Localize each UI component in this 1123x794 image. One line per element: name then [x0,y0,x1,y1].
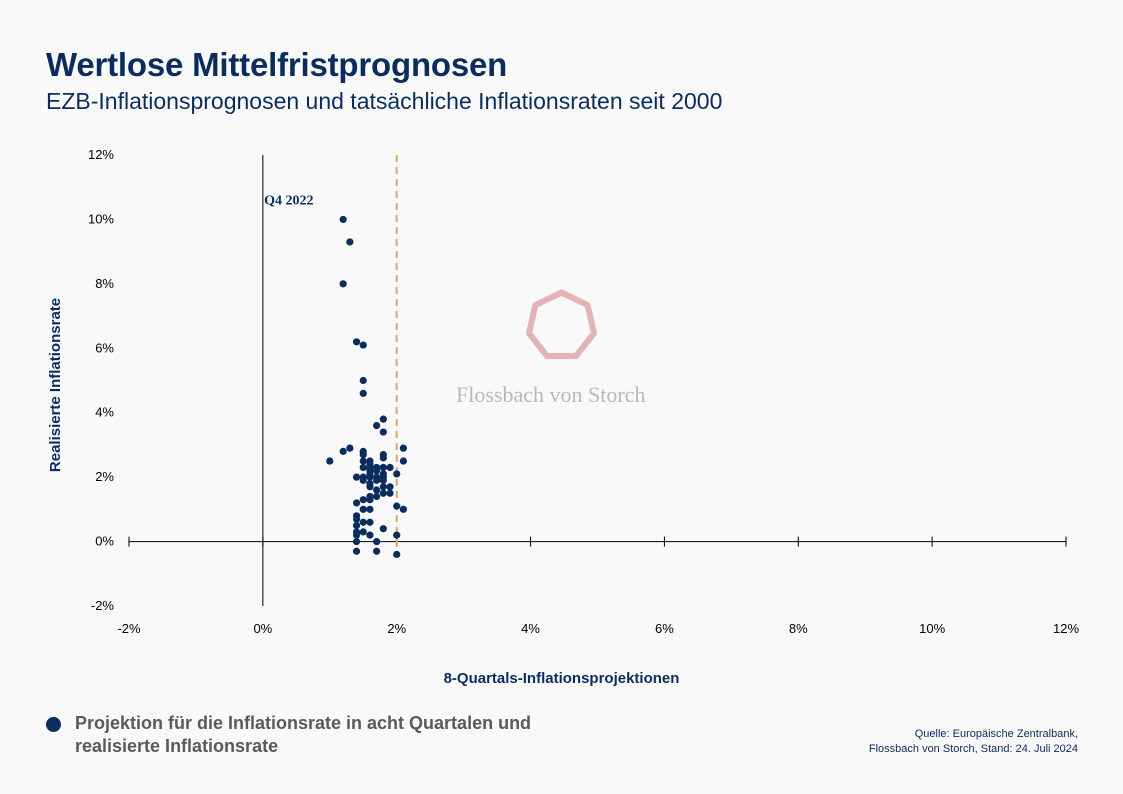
data-point [386,483,394,491]
data-point [379,525,387,533]
legend-marker [46,717,61,732]
data-point [366,531,374,539]
data-point [373,547,381,555]
data-point [373,467,381,475]
data-point [393,531,401,539]
data-point [379,463,387,472]
data-point [352,499,361,507]
legend: Projektion für die Inflationsrate in ach… [46,712,595,758]
data-point [339,215,347,224]
data-point [393,550,401,559]
data-point [352,515,361,523]
data-point [346,238,354,246]
data-point [366,483,374,491]
data-point [379,428,387,436]
data-point [379,476,387,484]
y-axis-title: Realisierte Inflationsrate [47,298,64,472]
x-tick-label: 4% [521,621,540,636]
data-point [359,505,367,513]
flossbach-logo-icon [526,289,597,359]
data-point [359,476,367,484]
y-tick-label: 12% [88,147,114,162]
watermark: Flossbach von Storch [456,288,668,407]
data-point [373,537,381,546]
data-point [366,518,374,526]
data-point [399,457,408,465]
x-tick-label: -2% [117,621,141,636]
source-line-2: Flossbach von Storch, Stand: 24. Juli 20… [868,743,1078,755]
data-point [352,547,361,555]
data-point [366,473,374,481]
chart-subtitle: EZB-Inflationsprognosen und tatsächliche… [46,88,723,114]
data-point [399,505,408,513]
x-axis-title: 8-Quartals-Inflationsprojektionen [444,670,680,687]
source-note: Quelle: Europäische Zentralbank, Flossba… [869,727,1078,757]
y-tick-label: 4% [95,405,114,420]
data-point [393,470,401,478]
data-point [393,502,401,510]
data-point [379,489,387,497]
chart-title: Wertlose Mittelfristprognosen [46,46,508,83]
source-line-1: Quelle: Europäische Zentralbank, [914,728,1078,740]
x-tick-label: 12% [1053,621,1079,636]
legend-label: Projektion für die Inflationsrate in ach… [75,713,532,756]
data-point [359,389,367,397]
data-point [359,528,367,536]
x-tick-label: 10% [919,621,945,636]
data-point [359,457,367,465]
data-point [352,521,361,530]
data-point [366,505,374,513]
annotation-label: Q4 2022 [264,193,313,208]
y-tick-label: 6% [95,340,114,355]
data-point [346,444,354,452]
watermark-text: Flossbach von Storch [456,382,646,407]
data-point [379,483,387,491]
data-point [399,444,408,452]
y-tick-label: 10% [88,211,114,226]
data-point [352,338,361,346]
data-point [386,463,394,472]
data-point [352,473,361,481]
x-tick-label: 2% [387,621,406,636]
data-point [352,537,361,546]
data-point [352,531,361,539]
data-point [366,496,374,504]
x-tick-label: 6% [655,621,674,636]
x-tick-label: 0% [253,621,272,636]
y-tick-label: 2% [95,469,114,484]
data-point [359,496,367,504]
data-point [359,341,367,349]
data-point [373,492,381,501]
y-tick-label: 8% [95,276,114,291]
data-point [386,489,394,497]
y-tick-label: 0% [95,534,114,549]
data-point [359,376,367,385]
data-point [339,280,347,288]
data-point [326,457,334,465]
data-point [373,486,381,494]
data-point [339,447,347,455]
data-point [359,450,367,459]
data-point [359,463,367,472]
data-point [359,518,367,526]
data-point [379,454,387,462]
data-point [373,422,381,430]
data-point [373,476,381,484]
x-tick-label: 8% [789,621,808,636]
data-point [379,415,387,423]
y-tick-label: -2% [91,598,115,613]
